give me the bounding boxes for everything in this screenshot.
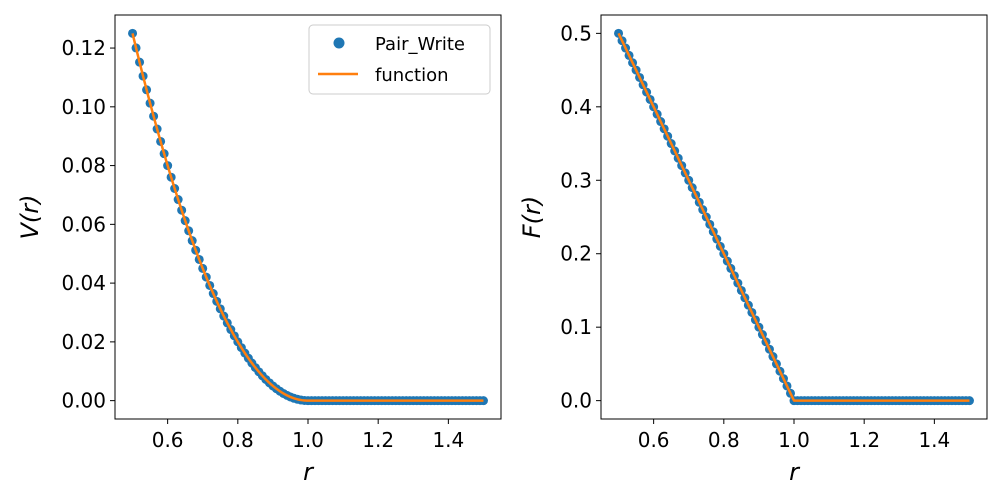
potential-y-ticks: 0.00 0.02 0.04 0.06 0.08 0.10 0.12 — [61, 36, 115, 413]
force-y-ticks: 0.0 0.1 0.2 0.3 0.4 0.5 — [560, 21, 601, 413]
y-tick-label: 0.1 — [560, 315, 592, 339]
legend-label-pair-write: Pair_Write — [375, 34, 465, 55]
y-tick-label: 0.06 — [61, 212, 106, 236]
y-tick-label: 0.00 — [61, 389, 106, 413]
y-tick-label: 0.10 — [61, 95, 106, 119]
x-tick-label: 1.2 — [848, 428, 880, 452]
potential-x-axis-label: r — [303, 458, 315, 486]
y-tick-label: 0.2 — [560, 242, 592, 266]
y-tick-label: 0.4 — [560, 95, 592, 119]
force-x-axis-label: r — [789, 458, 801, 486]
x-tick-label: 1.0 — [292, 428, 324, 452]
potential-x-ticks: 0.6 0.8 1.0 1.2 1.4 — [152, 419, 464, 452]
y-tick-label: 0.04 — [61, 271, 106, 295]
x-tick-label: 1.0 — [778, 428, 810, 452]
potential-y-axis-label: V(r) — [16, 194, 44, 239]
legend-marker-pair-write — [333, 37, 345, 49]
force-y-axis-label: F(r) — [518, 196, 546, 238]
y-tick-label: 0.12 — [61, 36, 106, 60]
legend: Pair_Write function — [308, 24, 491, 95]
y-tick-label: 0.0 — [560, 389, 592, 413]
x-tick-label: 0.6 — [638, 428, 670, 452]
function-line — [131, 33, 484, 402]
y-tick-label: 0.02 — [61, 330, 106, 354]
y-tick-label: 0.08 — [61, 154, 106, 178]
x-tick-label: 1.4 — [432, 428, 464, 452]
x-tick-label: 1.4 — [918, 428, 950, 452]
potential-plot-area — [128, 28, 488, 406]
y-tick-label: 0.5 — [560, 21, 592, 45]
function-line — [617, 32, 970, 402]
force-panel: 0.6 0.8 1.0 1.2 1.4 0.0 0.1 0.2 0.3 0.4 0.5 r F(r… — [518, 14, 988, 486]
force-plot-area — [614, 28, 974, 406]
legend-label-function: function — [375, 65, 449, 86]
legend-box — [308, 24, 491, 95]
x-tick-label: 0.8 — [222, 428, 254, 452]
x-tick-label: 1.2 — [362, 428, 394, 452]
x-tick-label: 0.6 — [152, 428, 184, 452]
y-tick-label: 0.3 — [560, 168, 592, 192]
force-x-ticks: 0.6 0.8 1.0 1.2 1.4 — [638, 419, 950, 452]
potential-panel: 0.6 0.8 1.0 1.2 1.4 0.00 0.02 0.04 0.06 0.08 0.10… — [16, 14, 502, 486]
x-tick-label: 0.8 — [708, 428, 740, 452]
